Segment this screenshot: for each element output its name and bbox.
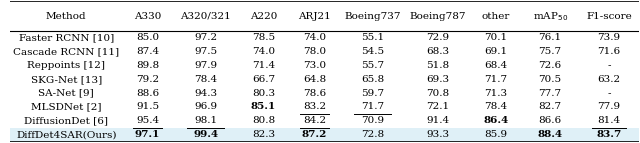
Text: SKG-Net [13]: SKG-Net [13] (31, 75, 102, 84)
Text: 96.9: 96.9 (194, 103, 217, 112)
Text: Faster RCNN [10]: Faster RCNN [10] (19, 33, 114, 42)
Text: DiffusionDet [6]: DiffusionDet [6] (24, 116, 108, 125)
Text: 97.9: 97.9 (194, 61, 217, 70)
Text: 77.7: 77.7 (539, 89, 562, 98)
Text: Reppoints [12]: Reppoints [12] (28, 61, 105, 70)
Text: 98.1: 98.1 (194, 116, 217, 125)
Text: 63.2: 63.2 (597, 75, 620, 84)
Text: other: other (481, 12, 510, 21)
Text: 85.1: 85.1 (251, 103, 276, 112)
Text: 64.8: 64.8 (303, 75, 326, 84)
Text: 78.5: 78.5 (252, 33, 275, 42)
Text: 94.3: 94.3 (194, 89, 217, 98)
Text: 78.4: 78.4 (194, 75, 217, 84)
Text: 70.8: 70.8 (426, 89, 449, 98)
Text: 72.9: 72.9 (426, 33, 449, 42)
Text: 71.7: 71.7 (361, 103, 384, 112)
Text: 71.7: 71.7 (484, 75, 508, 84)
Text: 97.2: 97.2 (194, 33, 217, 42)
Text: Boeing787: Boeing787 (410, 12, 466, 21)
Text: 78.0: 78.0 (303, 47, 326, 56)
Text: 55.1: 55.1 (361, 33, 384, 42)
Text: SA-Net [9]: SA-Net [9] (38, 89, 94, 98)
Text: 74.0: 74.0 (303, 33, 326, 42)
Text: 73.0: 73.0 (303, 61, 326, 70)
Text: -: - (607, 61, 611, 70)
Text: 78.6: 78.6 (303, 89, 326, 98)
Text: 87.2: 87.2 (302, 130, 327, 139)
Text: 82.7: 82.7 (539, 103, 562, 112)
Text: MLSDNet [2]: MLSDNet [2] (31, 103, 102, 112)
Text: 82.3: 82.3 (252, 130, 275, 139)
Text: 83.7: 83.7 (596, 130, 621, 139)
Text: 74.0: 74.0 (252, 47, 275, 56)
Text: A220: A220 (250, 12, 277, 21)
Text: 51.8: 51.8 (426, 61, 449, 70)
Text: 72.6: 72.6 (539, 61, 562, 70)
Text: 69.1: 69.1 (484, 47, 508, 56)
Text: Method: Method (46, 12, 86, 21)
Text: 93.3: 93.3 (426, 130, 449, 139)
Text: 72.1: 72.1 (426, 103, 449, 112)
Text: 97.5: 97.5 (194, 47, 217, 56)
Text: 80.3: 80.3 (252, 89, 275, 98)
Text: 87.4: 87.4 (136, 47, 159, 56)
Text: 91.5: 91.5 (136, 103, 159, 112)
Text: F1-score: F1-score (586, 12, 632, 21)
Text: mAP$_{50}$: mAP$_{50}$ (532, 10, 568, 22)
Text: 80.8: 80.8 (252, 116, 275, 125)
Text: 73.9: 73.9 (597, 33, 620, 42)
Text: 75.7: 75.7 (539, 47, 562, 56)
Text: 54.5: 54.5 (361, 47, 384, 56)
Text: -: - (607, 89, 611, 98)
Text: 66.7: 66.7 (252, 75, 275, 84)
Text: 85.0: 85.0 (136, 33, 159, 42)
Text: 68.4: 68.4 (484, 61, 508, 70)
Text: 77.9: 77.9 (597, 103, 620, 112)
Text: 72.8: 72.8 (361, 130, 384, 139)
Text: 65.8: 65.8 (361, 75, 384, 84)
Text: 85.9: 85.9 (484, 130, 508, 139)
FancyBboxPatch shape (10, 128, 639, 142)
Text: 89.8: 89.8 (136, 61, 159, 70)
Text: Cascade RCNN [11]: Cascade RCNN [11] (13, 47, 119, 56)
Text: 69.3: 69.3 (426, 75, 449, 84)
Text: 70.1: 70.1 (484, 33, 508, 42)
Text: 70.9: 70.9 (361, 116, 384, 125)
Text: A330: A330 (134, 12, 161, 21)
Text: 81.4: 81.4 (597, 116, 620, 125)
Text: 76.1: 76.1 (539, 33, 562, 42)
Text: 99.4: 99.4 (193, 130, 218, 139)
Text: 55.7: 55.7 (361, 61, 384, 70)
Text: 88.6: 88.6 (136, 89, 159, 98)
Text: ARJ21: ARJ21 (298, 12, 331, 21)
Text: 70.5: 70.5 (539, 75, 562, 84)
Text: 97.1: 97.1 (135, 130, 160, 139)
Text: Boeing737: Boeing737 (344, 12, 401, 21)
Text: 79.2: 79.2 (136, 75, 159, 84)
Text: 91.4: 91.4 (426, 116, 449, 125)
Text: 68.3: 68.3 (426, 47, 449, 56)
Text: A320/321: A320/321 (180, 12, 231, 21)
Text: 88.4: 88.4 (538, 130, 563, 139)
Text: 86.6: 86.6 (539, 116, 562, 125)
Text: 78.4: 78.4 (484, 103, 508, 112)
Text: 71.3: 71.3 (484, 89, 508, 98)
Text: 95.4: 95.4 (136, 116, 159, 125)
Text: 84.2: 84.2 (303, 116, 326, 125)
Text: 59.7: 59.7 (361, 89, 384, 98)
Text: 83.2: 83.2 (303, 103, 326, 112)
Text: DiffDet4SAR(Ours): DiffDet4SAR(Ours) (16, 130, 116, 139)
Text: 86.4: 86.4 (483, 116, 508, 125)
Text: 71.6: 71.6 (597, 47, 620, 56)
Text: 71.4: 71.4 (252, 61, 275, 70)
